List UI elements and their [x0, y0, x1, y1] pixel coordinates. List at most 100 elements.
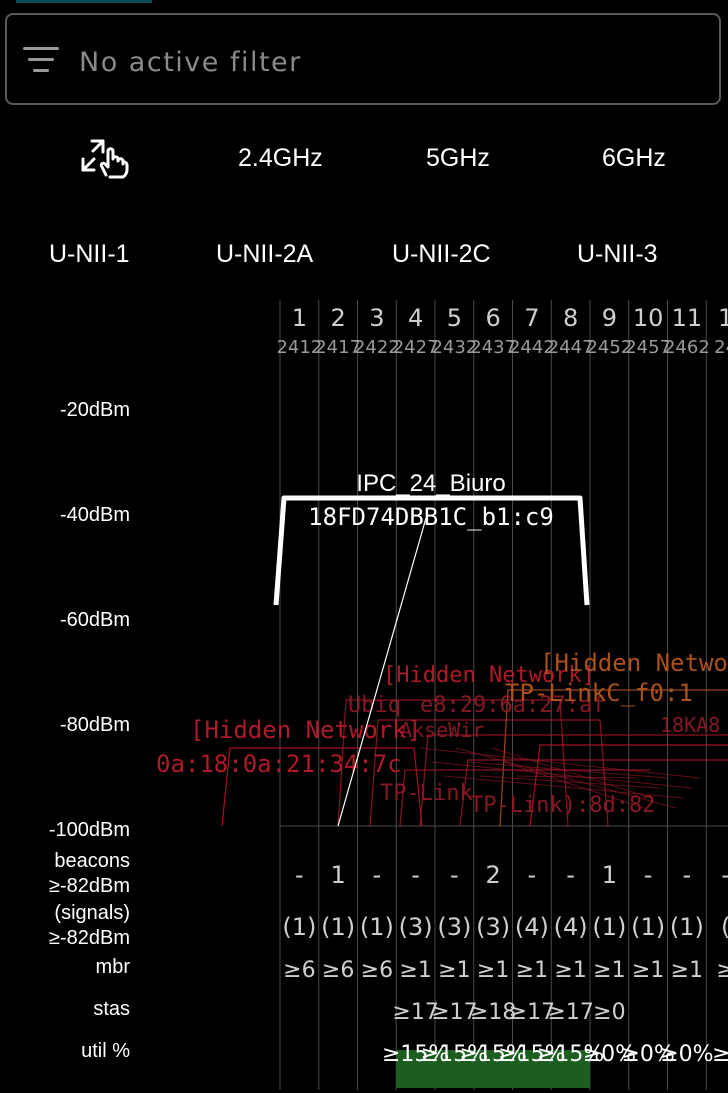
beacons-row-label: beacons ≥-82dBm [48, 850, 130, 897]
beacons-count: 1 [330, 861, 345, 889]
mbr-value: ≥1 [438, 958, 470, 983]
dbm-label: -40dBm [59, 504, 130, 526]
beacons-count: 2 [485, 861, 500, 889]
util-value: ≥15% [459, 1042, 526, 1067]
hidden-network-label: [Hidden Network] [383, 663, 595, 688]
active-tab-indicator [16, 0, 152, 3]
beacons-count: - [411, 861, 420, 889]
util-value: ≥15% [382, 1042, 449, 1067]
mbr-value: ≥1 [477, 958, 509, 983]
mbr-value: ≥1 [593, 958, 625, 983]
channel-frequency: 2432 [431, 337, 477, 358]
stas-value: ≥17 [392, 1000, 438, 1025]
channel-number: 8 [563, 304, 578, 332]
stas-value: ≥0 [593, 1000, 625, 1025]
beacons-count: - [644, 861, 653, 889]
util-value: ≥0% [583, 1042, 636, 1067]
beacons-count: - [373, 861, 382, 889]
band-6ghz-button[interactable]: 6GHz [602, 144, 666, 172]
stas-value: ≥18 [470, 1000, 516, 1025]
hidden-network-label: [Hidden Netwo [540, 649, 728, 677]
hidden-network-label: AkseWir [400, 718, 484, 742]
util-value: ≥0% [660, 1042, 713, 1067]
mbr-value: ≥6 [283, 958, 315, 983]
network-curve [499, 689, 728, 827]
channel-frequency: 2462 [664, 337, 710, 358]
network-clutter [491, 747, 653, 799]
signals-row-label: (signals) ≥-82dBm [48, 902, 130, 949]
main-network-curve [273, 495, 590, 606]
network-curve [459, 759, 728, 827]
beacons-count: 1 [602, 861, 617, 889]
util-value: ≥0% [621, 1042, 674, 1067]
network-clutter [455, 747, 677, 809]
util-bar [396, 1050, 590, 1088]
main-network-ssid: IPC_24_Biuro [356, 470, 505, 497]
signals-count: ( [721, 913, 728, 941]
channel-number: 1 [292, 304, 307, 332]
util-value: ≥15% [537, 1042, 604, 1067]
hidden-network-label: 18KA8 [660, 713, 720, 737]
filter-icon[interactable] [23, 45, 61, 75]
mbr-value: ≥6 [322, 958, 354, 983]
network-clutter [515, 775, 637, 779]
dbm-label: -80dBm [59, 714, 130, 736]
unii-2a-button[interactable]: U-NII-2A [216, 240, 314, 268]
mbr-value: ≥1 [554, 958, 586, 983]
signals-count: (1) [670, 913, 704, 941]
channel-frequency: 2437 [470, 337, 516, 358]
channel-number: 5 [447, 304, 462, 332]
channel-number: 11 [672, 304, 703, 332]
channel-frequency: 2452 [586, 337, 632, 358]
mbr-value: ≥1 [671, 958, 703, 983]
signals-count: (1) [631, 913, 665, 941]
channel-number: 4 [408, 304, 423, 332]
band-5ghz-button[interactable]: 5GHz [426, 144, 490, 172]
dbm-label: -100dBm [48, 819, 130, 841]
unii-1-button[interactable]: U-NII-1 [49, 240, 130, 268]
mbr-value: ≥1 [399, 958, 431, 983]
hidden-network-label: TP-LinkC_f0:1 [505, 679, 693, 707]
network-curve [221, 747, 423, 827]
beacons-count: - [528, 861, 537, 889]
channel-frequency: 2457 [625, 337, 671, 358]
signals-count: (1) [360, 913, 394, 941]
hidden-network-label: TP-Link [380, 781, 473, 806]
network-clutter [467, 761, 669, 779]
signals-count: (4) [515, 913, 549, 941]
channel-frequency: 2412 [276, 337, 322, 358]
network-clutter [443, 775, 685, 799]
band-2-4ghz-button[interactable]: 2.4GHz [238, 144, 323, 172]
channel-frequency: 2417 [315, 337, 361, 358]
signals-count: (3) [476, 913, 510, 941]
filter-status-text: No active filter [79, 47, 302, 78]
util-value: ≥15% [421, 1042, 488, 1067]
hidden-network-label: [Hidden Network] [190, 716, 421, 744]
channel-frequency: 2447 [548, 337, 594, 358]
network-clutter [431, 761, 693, 789]
beacons-count: - [683, 861, 692, 889]
hidden-network-label: e8:29:6a:27:af [420, 693, 605, 718]
channel-frequency: 2442 [509, 337, 555, 358]
signals-count: (1) [321, 913, 355, 941]
touch-zoom-icon[interactable] [80, 137, 130, 179]
stas-row-label: stas [93, 998, 130, 1020]
filter-bar[interactable]: No active filter [5, 13, 721, 105]
beacons-count: - [566, 861, 575, 889]
signals-count: (3) [399, 913, 433, 941]
hidden-network-label: TP-Link):8d:82 [470, 793, 655, 818]
network-curve [529, 744, 728, 827]
dbm-label: -60dBm [59, 609, 130, 631]
unii-2c-button[interactable]: U-NII-2C [392, 240, 491, 268]
beacons-count: - [721, 861, 728, 889]
beacons-count: - [450, 861, 459, 889]
unii-3-button[interactable]: U-NII-3 [577, 240, 658, 268]
channel-number: 2 [330, 304, 345, 332]
channel-number: 3 [369, 304, 384, 332]
network-clutter [419, 747, 701, 779]
stas-value: ≥17 [509, 1000, 555, 1025]
util-value: ≥15% [498, 1042, 565, 1067]
mbr-row-label: mbr [95, 956, 130, 978]
util-value: ≥( [712, 1042, 728, 1067]
